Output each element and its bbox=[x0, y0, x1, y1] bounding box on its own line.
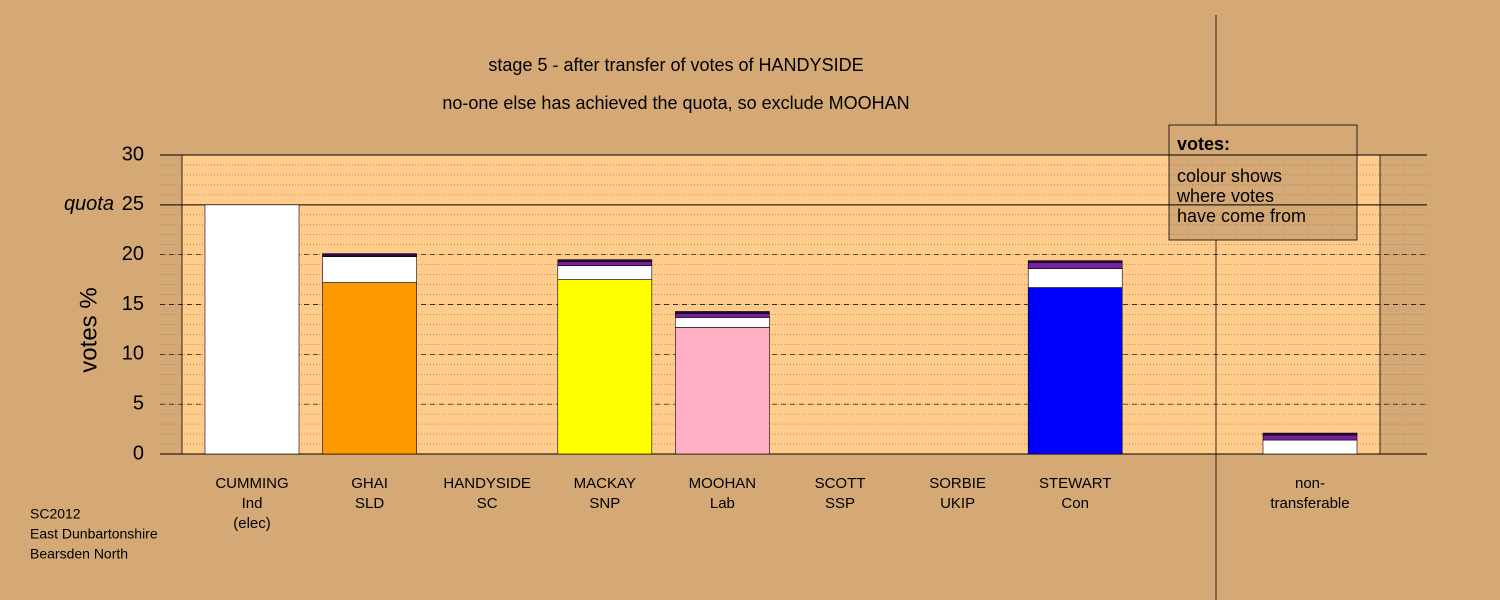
bar-segment bbox=[322, 256, 417, 283]
bar-segment bbox=[1027, 262, 1123, 269]
bar-segment bbox=[557, 259, 653, 262]
x-tick-label: SORBIE bbox=[929, 475, 986, 492]
legend-text: where votes bbox=[1176, 186, 1274, 206]
x-tick-label: non- bbox=[1295, 475, 1325, 492]
bar-segment bbox=[1262, 434, 1358, 441]
y-tick-label: 0 bbox=[133, 442, 144, 464]
x-tick-label: SCOTT bbox=[815, 475, 866, 492]
legend-box bbox=[1168, 124, 1358, 241]
quota-label: quota bbox=[64, 193, 114, 215]
x-tick-label: MACKAY bbox=[574, 475, 636, 492]
chart-title: stage 5 - after transfer of votes of HAN… bbox=[488, 55, 863, 75]
bar-segment bbox=[557, 265, 653, 280]
bar-segment bbox=[1027, 260, 1123, 263]
x-tick-label: MOOHAN bbox=[689, 475, 757, 492]
bar-segment bbox=[675, 313, 770, 318]
x-tick-label: HANDYSIDE bbox=[443, 475, 531, 492]
bar-segment bbox=[557, 279, 653, 455]
y-tick-label: 5 bbox=[133, 392, 144, 414]
legend-text: have come from bbox=[1177, 206, 1306, 226]
x-tick-label: SNP bbox=[589, 495, 620, 512]
bar-segment bbox=[557, 261, 653, 266]
x-tick-label: (elec) bbox=[233, 515, 271, 532]
x-tick-label: Ind bbox=[242, 495, 263, 512]
x-tick-label: UKIP bbox=[940, 495, 975, 512]
y-tick-label: 20 bbox=[122, 243, 144, 265]
footer-text: East Dunbartonshire bbox=[30, 526, 158, 542]
x-tick-label: Con bbox=[1061, 495, 1089, 512]
x-tick-label: SSP bbox=[825, 495, 855, 512]
x-tick-label: GHAI bbox=[351, 475, 388, 492]
y-axis-label: votes % bbox=[75, 287, 102, 372]
bar-segment bbox=[322, 282, 417, 455]
bar-segment bbox=[1027, 287, 1123, 455]
bar-segment bbox=[1262, 439, 1358, 455]
footer-text: SC2012 bbox=[30, 506, 81, 522]
bar-segment bbox=[1027, 268, 1123, 288]
bar-segment bbox=[675, 311, 770, 314]
legend-title: votes: bbox=[1177, 134, 1230, 154]
y-tick-label: 15 bbox=[122, 293, 144, 315]
x-tick-label: CUMMING bbox=[215, 475, 288, 492]
x-tick-label: SC bbox=[477, 495, 498, 512]
bar-segment bbox=[322, 253, 417, 257]
bar-segment bbox=[675, 317, 770, 328]
footer-text: Bearsden North bbox=[30, 546, 128, 562]
x-tick-label: transferable bbox=[1270, 495, 1349, 512]
bar-segment bbox=[675, 327, 770, 455]
legend-text: colour shows bbox=[1177, 166, 1282, 186]
x-tick-label: SLD bbox=[355, 495, 384, 512]
y-tick-label: 10 bbox=[122, 343, 144, 365]
bar-segment bbox=[204, 204, 300, 455]
chart-subtitle: no-one else has achieved the quota, so e… bbox=[442, 93, 909, 113]
y-tick-label: 25 bbox=[122, 193, 144, 215]
y-tick-label: 30 bbox=[122, 143, 144, 165]
bar-segment bbox=[1262, 432, 1358, 436]
x-tick-label: Lab bbox=[710, 495, 735, 512]
x-tick-label: STEWART bbox=[1039, 475, 1112, 492]
